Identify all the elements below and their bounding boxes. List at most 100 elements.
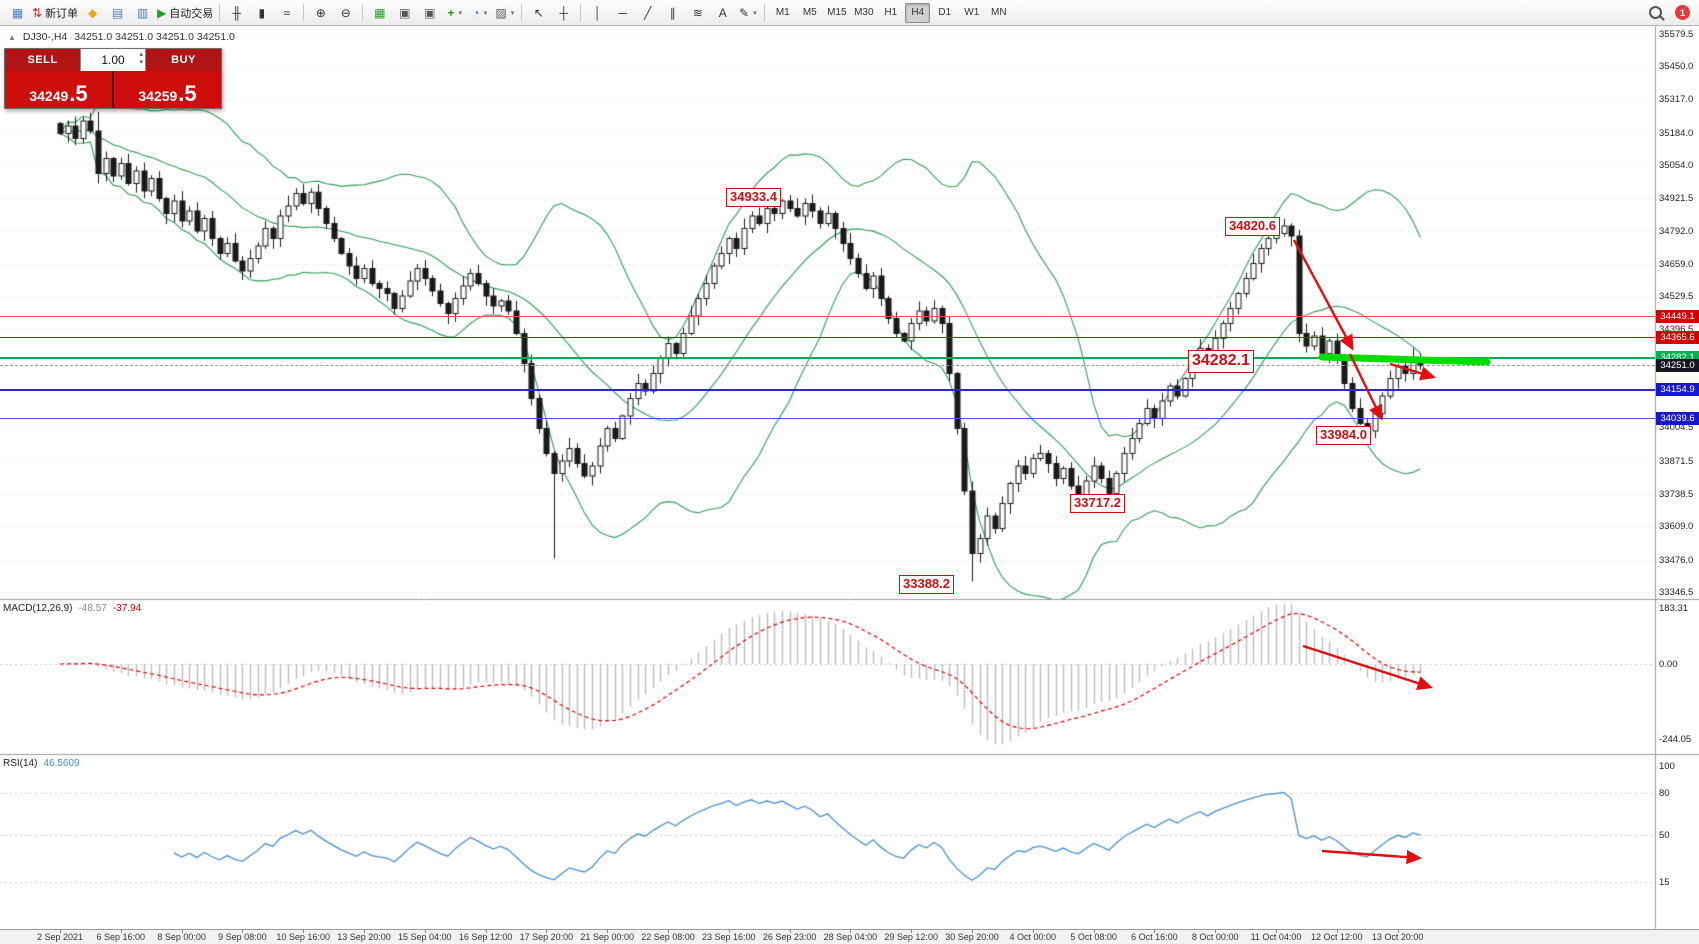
toolbar-separator — [362, 4, 364, 21]
periods-button[interactable]: ◔ ▾ — [467, 3, 492, 23]
timeframe-w1[interactable]: W1 — [964, 7, 980, 18]
toolbar-separator — [521, 4, 523, 21]
bar-chart-icon: ╫ — [232, 5, 242, 20]
toolbar-separator — [303, 4, 305, 21]
current-price-line[interactable] — [0, 365, 1655, 367]
drawing-tools-icon: ✎ — [739, 5, 750, 20]
timeframe-mn[interactable]: MN — [991, 7, 1007, 18]
timeframe-m5[interactable]: M5 — [802, 7, 817, 18]
candlestick-chart-button[interactable]: ▮ — [249, 3, 274, 23]
timeframe-d1[interactable]: D1 — [938, 7, 952, 18]
vertical-line-button[interactable]: │ — [585, 3, 610, 23]
support-line-34154[interactable] — [0, 388, 1655, 391]
tile-windows-icon: ▦ — [374, 5, 386, 20]
new-chart-icon: ▦ — [11, 5, 24, 20]
add-indicator-button[interactable]: + ▾ — [442, 3, 467, 23]
toolbar-right: 1 — [1643, 3, 1694, 23]
periods-caret-icon: ▾ — [483, 9, 488, 17]
market-watch-icon: ▤ — [111, 5, 124, 20]
equidistant-channel-icon: ∥ — [669, 5, 676, 20]
drawing-tools-button[interactable]: ✎ ▾ — [735, 3, 760, 23]
cascade-windows-button[interactable]: ▣ — [392, 3, 417, 23]
bar-chart-button[interactable]: ╫ — [224, 3, 249, 23]
fibonacci-icon: ≋ — [692, 5, 703, 20]
line-chart-button[interactable]: ≈ — [274, 3, 299, 23]
timeframe-m30[interactable]: M30 — [854, 7, 874, 18]
templates-button[interactable]: ▨ ▾ — [492, 3, 517, 23]
horizontal-line-icon: ─ — [618, 5, 628, 20]
autotrading-button[interactable]: ▶ 自动交易 — [155, 3, 215, 23]
sell-price[interactable]: 34249 .5 — [5, 71, 112, 108]
time-axis[interactable] — [0, 929, 1699, 944]
cursor-icon: ↖ — [533, 5, 544, 20]
zoom-group: ⊕ ⊖ — [308, 3, 358, 23]
sell-price-frac: .5 — [69, 81, 88, 107]
resistance-line-34449[interactable] — [0, 315, 1655, 317]
text-label-icon: A — [718, 5, 727, 20]
zoom-out-button[interactable]: ⊖ — [333, 3, 358, 23]
candlestick-chart-icon: ▮ — [258, 5, 266, 20]
timeframe-m1[interactable]: M1 — [775, 7, 790, 18]
search-button[interactable] — [1643, 3, 1668, 23]
buy-button[interactable]: BUY — [146, 49, 221, 71]
price-axis[interactable] — [1656, 26, 1699, 929]
periods-icon: ◔ — [472, 5, 480, 20]
buy-price-frac: .5 — [178, 81, 197, 107]
new-chart-button[interactable]: ▦ — [5, 3, 30, 23]
sell-price-main: 34249 — [29, 87, 69, 104]
price-divider — [112, 71, 114, 108]
search-icon — [1649, 6, 1662, 19]
buy-price[interactable]: 34259 .5 — [114, 71, 221, 108]
arrange-windows-button[interactable]: ▣ — [417, 3, 442, 23]
timeframe-m15[interactable]: M15 — [827, 7, 847, 18]
resistance-line-34365[interactable] — [0, 336, 1655, 338]
price-annotation[interactable]: 34282.1 — [1188, 350, 1254, 373]
templates-caret-icon: ▾ — [510, 9, 515, 17]
metaeditor-button[interactable]: ◆ — [80, 3, 105, 23]
templates-icon: ▨ — [495, 5, 507, 20]
notification-badge[interactable]: 1 — [1675, 5, 1690, 20]
volume-up-arrow[interactable]: ▴ — [139, 51, 143, 58]
trendline-button[interactable]: ╱ — [635, 3, 660, 23]
vertical-line-icon: │ — [594, 5, 602, 20]
volume-down-arrow[interactable]: ▾ — [139, 59, 143, 66]
price-annotation[interactable]: 33717.2 — [1070, 494, 1125, 513]
sell-button[interactable]: SELL — [5, 49, 80, 71]
zoom-out-icon: ⊖ — [340, 5, 351, 20]
add-indicator-caret-icon: ▾ — [458, 9, 463, 17]
support-line-34282[interactable] — [0, 356, 1655, 359]
price-annotation[interactable]: 33984.0 — [1316, 426, 1371, 445]
cursor-button[interactable]: ↖ — [526, 3, 551, 23]
horizontal-line-button[interactable]: ─ — [610, 3, 635, 23]
tile-windows-button[interactable]: ▦ — [367, 3, 392, 23]
objects-group: │ ─ ╱ ∥ ≋ A ✎ ▾ — [585, 3, 760, 23]
arrange-windows-icon: ▣ — [424, 5, 436, 20]
autotrading-label: 自动交易 — [169, 7, 214, 20]
price-annotation[interactable]: 33388.2 — [899, 575, 954, 594]
price-annotation[interactable]: 34933.4 — [726, 188, 781, 207]
text-label-button[interactable]: A — [710, 3, 735, 23]
new-order-button[interactable]: ⇅ 新订单 — [30, 3, 80, 23]
file-group: ▦ ⇅ 新订单 ◆ ▤ ▥ ▶ 自动交易 — [5, 3, 215, 23]
timeframe-h1[interactable]: H1 — [884, 7, 898, 18]
terminal-button[interactable]: ▥ — [130, 3, 155, 23]
timeframe-toolbar: M1 M5 M15 M30 H1 H4 D1 W1 MN — [769, 2, 1012, 23]
timeframe-h4[interactable]: H4 — [905, 2, 931, 23]
equidistant-channel-button[interactable]: ∥ — [660, 3, 685, 23]
one-click-trading-panel: SELL 1.00 ▴ ▾ BUY 34249 .5 34259 — [4, 48, 222, 109]
zoom-in-icon: ⊕ — [315, 5, 326, 20]
volume-field[interactable]: 1.00 ▴ ▾ — [80, 49, 146, 71]
drawing-tools-caret-icon: ▾ — [753, 9, 757, 17]
crosshair-button[interactable]: ┼ — [551, 3, 576, 23]
zoom-in-button[interactable]: ⊕ — [308, 3, 333, 23]
fibonacci-button[interactable]: ≋ — [685, 3, 710, 23]
cursor-group: ↖ ┼ — [526, 3, 576, 23]
toolbar-separator — [219, 4, 221, 21]
add-indicator-icon: + — [447, 5, 455, 20]
support-line-34039[interactable] — [0, 418, 1655, 420]
price-annotation[interactable]: 34820.6 — [1225, 217, 1280, 236]
buy-price-main: 34259 — [138, 87, 178, 104]
market-watch-button[interactable]: ▤ — [105, 3, 130, 23]
